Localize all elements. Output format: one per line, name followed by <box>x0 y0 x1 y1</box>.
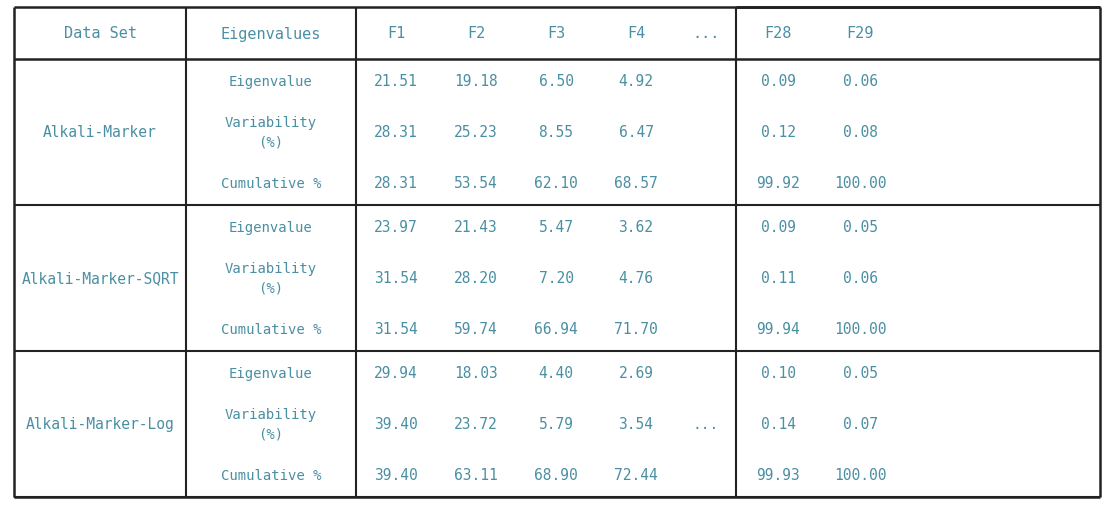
Text: 71.70: 71.70 <box>614 322 658 337</box>
Text: 62.10: 62.10 <box>534 176 578 191</box>
Text: ...: ... <box>692 26 720 41</box>
Text: (%): (%) <box>258 281 284 295</box>
Text: (%): (%) <box>258 427 284 441</box>
Text: Cumulative %: Cumulative % <box>221 322 321 336</box>
Text: Eigenvalue: Eigenvalue <box>229 75 313 89</box>
Text: 29.94: 29.94 <box>374 366 418 381</box>
Text: 0.08: 0.08 <box>842 125 878 140</box>
Text: 4.40: 4.40 <box>538 366 574 381</box>
Text: 0.12: 0.12 <box>761 125 795 140</box>
Text: 19.18: 19.18 <box>455 74 498 89</box>
Text: 31.54: 31.54 <box>374 322 418 337</box>
Text: 59.74: 59.74 <box>455 322 498 337</box>
Text: 100.00: 100.00 <box>833 322 887 337</box>
Text: F3: F3 <box>547 26 565 41</box>
Text: Eigenvalue: Eigenvalue <box>229 220 313 235</box>
Text: F29: F29 <box>847 26 873 41</box>
Text: 72.44: 72.44 <box>614 468 658 483</box>
Text: Alkali-Marker-Log: Alkali-Marker-Log <box>26 417 175 432</box>
Text: 3.62: 3.62 <box>618 220 654 235</box>
Text: 68.90: 68.90 <box>534 468 578 483</box>
Text: 100.00: 100.00 <box>833 468 887 483</box>
Text: 28.31: 28.31 <box>374 125 418 140</box>
Text: 31.54: 31.54 <box>374 271 418 286</box>
Text: Variability: Variability <box>225 116 317 130</box>
Text: F4: F4 <box>627 26 645 41</box>
Text: Cumulative %: Cumulative % <box>221 177 321 191</box>
Text: 2.69: 2.69 <box>618 366 654 381</box>
Text: Data Set: Data Set <box>63 26 137 41</box>
Text: 53.54: 53.54 <box>455 176 498 191</box>
Text: 63.11: 63.11 <box>455 468 498 483</box>
Text: 28.31: 28.31 <box>374 176 418 191</box>
Text: Variability: Variability <box>225 262 317 275</box>
Text: ...: ... <box>693 417 720 432</box>
Text: 6.50: 6.50 <box>538 74 574 89</box>
Text: 6.47: 6.47 <box>618 125 654 140</box>
Text: 21.43: 21.43 <box>455 220 498 235</box>
Text: 3.54: 3.54 <box>618 417 654 432</box>
Text: Alkali-Marker-SQRT: Alkali-Marker-SQRT <box>21 271 178 286</box>
Text: 23.97: 23.97 <box>374 220 418 235</box>
Text: 0.06: 0.06 <box>842 271 878 286</box>
Text: 99.93: 99.93 <box>756 468 800 483</box>
Text: 25.23: 25.23 <box>455 125 498 140</box>
Text: 0.10: 0.10 <box>761 366 795 381</box>
Text: 5.47: 5.47 <box>538 220 574 235</box>
Text: 0.05: 0.05 <box>842 366 878 381</box>
Text: F2: F2 <box>467 26 485 41</box>
Text: 8.55: 8.55 <box>538 125 574 140</box>
Text: 39.40: 39.40 <box>374 468 418 483</box>
Text: 0.06: 0.06 <box>842 74 878 89</box>
Text: 68.57: 68.57 <box>614 176 658 191</box>
Text: 0.07: 0.07 <box>842 417 878 432</box>
Text: F1: F1 <box>387 26 405 41</box>
Text: 66.94: 66.94 <box>534 322 578 337</box>
Text: 0.14: 0.14 <box>761 417 795 432</box>
Text: 4.76: 4.76 <box>618 271 654 286</box>
Text: 0.09: 0.09 <box>761 220 795 235</box>
Text: (%): (%) <box>258 136 284 150</box>
Text: 0.09: 0.09 <box>761 74 795 89</box>
Text: Cumulative %: Cumulative % <box>221 468 321 482</box>
Text: 23.72: 23.72 <box>455 417 498 432</box>
Text: 5.79: 5.79 <box>538 417 574 432</box>
Text: 7.20: 7.20 <box>538 271 574 286</box>
Text: 99.92: 99.92 <box>756 176 800 191</box>
Text: 28.20: 28.20 <box>455 271 498 286</box>
Text: 18.03: 18.03 <box>455 366 498 381</box>
Text: 100.00: 100.00 <box>833 176 887 191</box>
Text: F28: F28 <box>764 26 792 41</box>
Text: Eigenvalue: Eigenvalue <box>229 366 313 380</box>
Text: 39.40: 39.40 <box>374 417 418 432</box>
Text: 0.11: 0.11 <box>761 271 795 286</box>
Text: Alkali-Marker: Alkali-Marker <box>43 125 157 140</box>
Text: 21.51: 21.51 <box>374 74 418 89</box>
Text: 0.05: 0.05 <box>842 220 878 235</box>
Text: 4.92: 4.92 <box>618 74 654 89</box>
Text: 99.94: 99.94 <box>756 322 800 337</box>
Text: Eigenvalues: Eigenvalues <box>221 26 321 41</box>
Text: Variability: Variability <box>225 407 317 421</box>
